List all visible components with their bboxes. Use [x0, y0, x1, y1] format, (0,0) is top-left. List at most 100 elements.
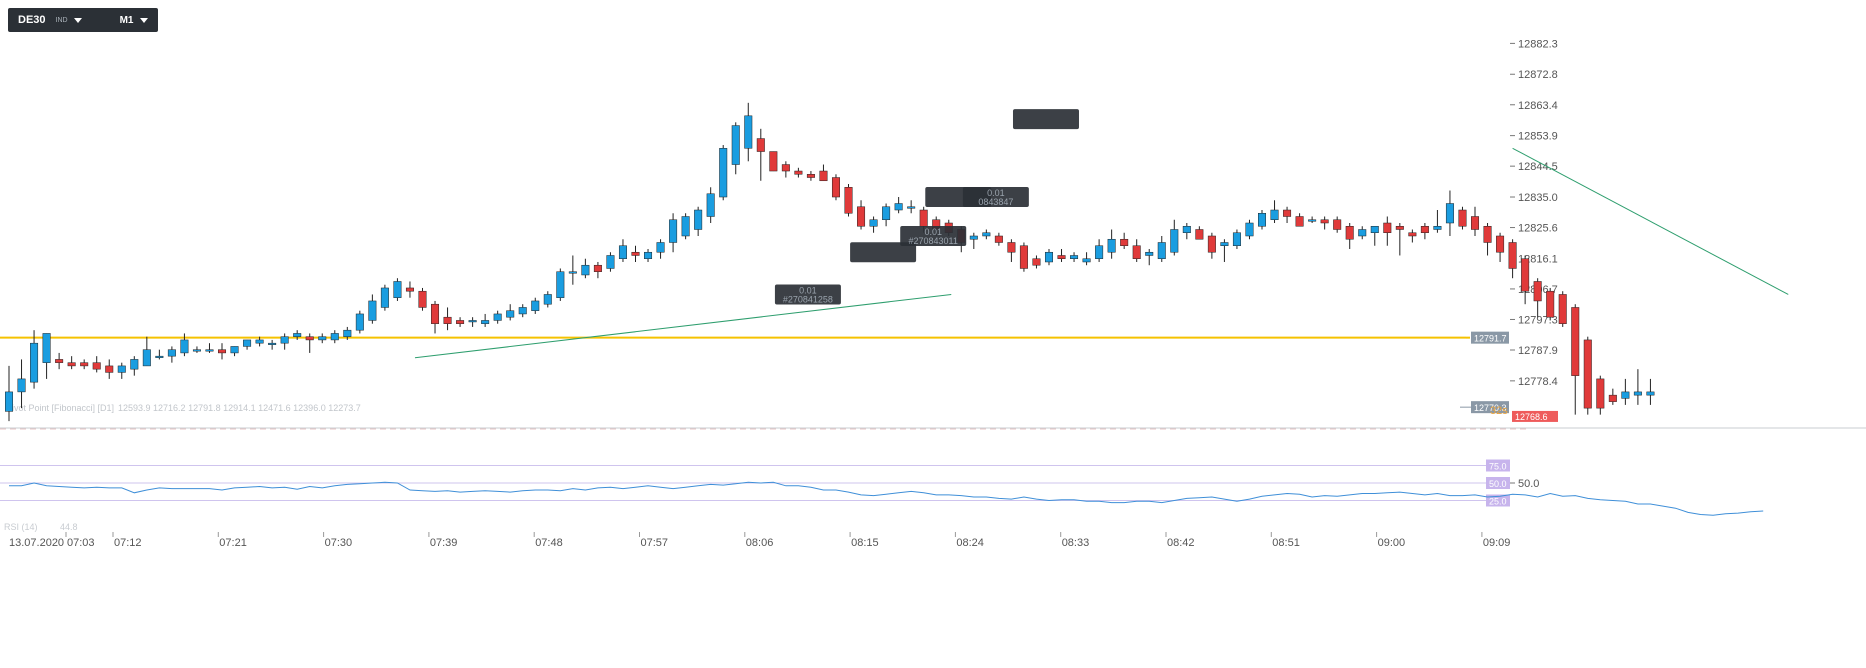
order-id: #270841258: [783, 294, 833, 304]
x-tick-label: 09:09: [1483, 537, 1511, 549]
candle-body: [205, 349, 214, 352]
candle-body: [1095, 245, 1104, 259]
candle-body: [618, 245, 627, 259]
candle-body: [5, 391, 13, 412]
x-tick-label: 07:57: [641, 537, 669, 549]
candle-body: [443, 316, 452, 324]
x-tick-label: 08:15: [851, 537, 879, 549]
candle-body: [731, 125, 740, 165]
candle-body: [1220, 242, 1229, 246]
candle-body: [355, 313, 364, 331]
symbol-label[interactable]: DE30: [18, 14, 46, 26]
candle-body: [155, 355, 164, 358]
candle-body: [380, 287, 389, 308]
candle-body: [669, 219, 678, 243]
x-tick-label: 07:21: [219, 537, 247, 549]
symbol-dropdown-icon[interactable]: [73, 17, 82, 23]
candle-body: [280, 336, 289, 344]
candle-body: [192, 349, 201, 352]
candle-body: [1333, 219, 1342, 230]
candle-body: [67, 362, 76, 367]
candle-body: [794, 170, 803, 175]
candle-body: [1508, 242, 1517, 269]
candle-body: [1295, 216, 1304, 227]
candle-body: [694, 209, 703, 230]
candle-body: [255, 339, 264, 344]
candle-body: [706, 193, 715, 217]
candle-body: [919, 209, 928, 227]
candle-body: [1107, 238, 1116, 253]
candle-body: [1483, 225, 1492, 243]
candle-body: [681, 216, 690, 237]
candle-body: [1608, 394, 1617, 402]
candle-body: [568, 271, 577, 274]
symbol-type-label: IND: [55, 16, 68, 24]
candle-body: [1082, 258, 1091, 263]
candle-body: [1633, 391, 1642, 396]
candle-body: [1232, 232, 1241, 246]
candle-body: [857, 206, 866, 227]
candle-body: [1370, 225, 1379, 233]
candle-body: [1596, 378, 1605, 409]
candle-body: [305, 336, 314, 341]
candle-body: [969, 235, 978, 240]
candle-body: [1583, 339, 1592, 409]
candle-body: [844, 187, 853, 214]
candle-body: [543, 294, 552, 305]
candle-body: [819, 170, 828, 182]
timeframe-dropdown-icon[interactable]: [139, 17, 148, 23]
order-tag: [1012, 109, 1079, 130]
candle-body: [907, 206, 916, 209]
candle-body: [1445, 203, 1454, 224]
candle-body: [506, 310, 515, 318]
rsi-level-label: 75.0: [1489, 462, 1507, 472]
candle-body: [318, 336, 327, 341]
order-tag: [900, 225, 967, 246]
candle-body: [1546, 290, 1555, 318]
pivot-values-label: 12593.9 12716.2 12791.8 12914.1 12471.6 …: [118, 403, 361, 413]
candle-body: [1145, 251, 1154, 256]
candle-body: [80, 362, 89, 367]
candle-body: [1621, 391, 1630, 399]
y-tick-label: 12778.4: [1518, 376, 1558, 388]
candle-body: [1496, 235, 1505, 253]
candle-body: [1044, 251, 1053, 263]
x-tick-label: 08:06: [746, 537, 774, 549]
candle-body: [531, 300, 540, 311]
candle-body: [105, 365, 114, 373]
candle-body: [456, 320, 465, 324]
rsi-value-label: 44.8: [60, 522, 78, 532]
candle-body: [1395, 225, 1404, 230]
candle-body: [631, 251, 640, 256]
candle-body: [1521, 258, 1530, 292]
x-tick-label: 07:03: [67, 537, 95, 549]
current-price: 12770.3: [1474, 403, 1507, 413]
rsi-level-tag: [1486, 459, 1510, 472]
x-tick-label: 08:42: [1167, 537, 1195, 549]
candle-body: [982, 232, 991, 237]
candle-body: [92, 362, 101, 370]
candle-body: [330, 333, 339, 341]
symbol-toolbar[interactable]: DE30 IND M1: [8, 8, 158, 32]
candle-body: [1195, 229, 1204, 240]
candle-body: [293, 333, 302, 337]
timeframe-label[interactable]: M1: [119, 14, 134, 26]
candle-body: [1057, 255, 1066, 259]
rsi-level-label: 25.0: [1489, 497, 1507, 507]
x-tick-label: 07:30: [325, 537, 353, 549]
y-tick-label: 12853.9: [1518, 131, 1558, 143]
candle-body: [343, 329, 352, 337]
date-label: 13.07.2020: [9, 537, 64, 549]
rsi-level-tag: [1486, 494, 1510, 507]
candle-body: [769, 151, 778, 172]
candle-body: [1182, 225, 1191, 233]
order-tag: [774, 284, 841, 305]
candle-body: [180, 339, 189, 354]
candle-body: [30, 342, 39, 383]
candle-body: [581, 264, 590, 276]
candle-body: [1283, 209, 1292, 217]
candle-body: [1345, 225, 1354, 240]
candle-body: [1646, 391, 1655, 396]
